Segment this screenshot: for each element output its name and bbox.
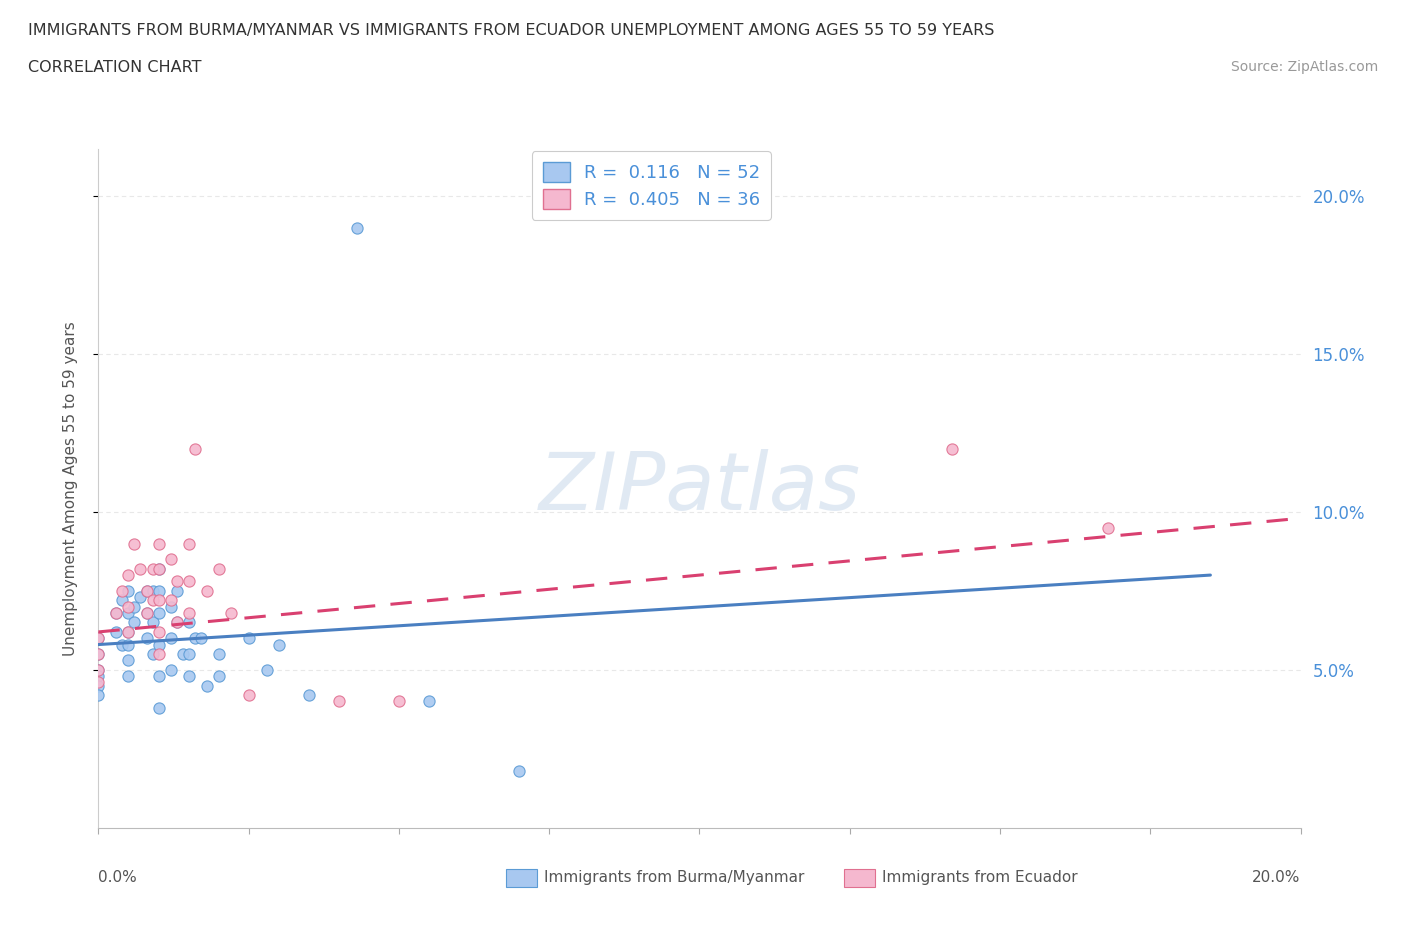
Point <box>159 599 181 614</box>
Point <box>117 624 139 639</box>
Point <box>238 631 260 645</box>
Point <box>135 583 157 598</box>
Point <box>111 637 134 652</box>
Point <box>177 536 200 551</box>
Point <box>129 590 152 604</box>
Point <box>166 615 188 630</box>
Text: Immigrants from Ecuador: Immigrants from Ecuador <box>882 870 1077 885</box>
Point <box>135 583 157 598</box>
Point <box>105 605 128 620</box>
Text: 20.0%: 20.0% <box>1253 870 1301 884</box>
Point <box>238 687 260 702</box>
Point <box>346 220 368 235</box>
Point <box>141 615 163 630</box>
Point <box>219 605 242 620</box>
Point <box>328 694 350 709</box>
Point <box>208 669 231 684</box>
Point <box>111 593 134 608</box>
Point <box>148 700 170 715</box>
Point <box>177 574 200 589</box>
Point <box>177 646 200 661</box>
Point <box>418 694 440 709</box>
Text: CORRELATION CHART: CORRELATION CHART <box>28 60 201 75</box>
Point <box>1097 520 1119 535</box>
Point <box>148 646 170 661</box>
Point <box>148 624 170 639</box>
Legend: R =  0.116   N = 52, R =  0.405   N = 36: R = 0.116 N = 52, R = 0.405 N = 36 <box>531 151 770 219</box>
Point <box>166 583 188 598</box>
Point <box>117 669 139 684</box>
Point <box>87 646 110 661</box>
Point <box>195 583 218 598</box>
Point <box>135 631 157 645</box>
Point <box>124 599 146 614</box>
Point <box>135 605 157 620</box>
Point <box>87 662 110 677</box>
Point <box>105 624 128 639</box>
Point <box>117 599 139 614</box>
Point <box>148 536 170 551</box>
Point <box>135 605 157 620</box>
Point <box>141 583 163 598</box>
Point <box>124 536 146 551</box>
Point <box>87 678 110 693</box>
Point <box>166 615 188 630</box>
Point <box>159 662 181 677</box>
Point <box>256 662 278 677</box>
Point <box>111 583 134 598</box>
Point <box>124 615 146 630</box>
Text: 0.0%: 0.0% <box>98 870 138 884</box>
Point <box>117 637 139 652</box>
Point <box>129 562 152 577</box>
Point <box>148 583 170 598</box>
Point <box>148 593 170 608</box>
Point <box>183 442 205 457</box>
Point <box>117 567 139 582</box>
Point <box>117 624 139 639</box>
Point <box>87 662 110 677</box>
Point <box>117 583 139 598</box>
Point <box>190 631 212 645</box>
Point <box>87 631 110 645</box>
Point <box>87 675 110 690</box>
Point <box>148 605 170 620</box>
Point <box>208 562 231 577</box>
Point <box>148 669 170 684</box>
Point <box>87 646 110 661</box>
Point <box>105 605 128 620</box>
Point <box>941 442 963 457</box>
Point <box>141 562 163 577</box>
Point <box>159 551 181 566</box>
Point <box>159 593 181 608</box>
Point <box>159 631 181 645</box>
Point <box>87 669 110 684</box>
Point <box>87 631 110 645</box>
Point <box>208 646 231 661</box>
Point <box>267 637 290 652</box>
Point <box>177 615 200 630</box>
Point <box>148 637 170 652</box>
Point <box>172 646 194 661</box>
Point <box>177 669 200 684</box>
Point <box>177 605 200 620</box>
Point <box>388 694 411 709</box>
Y-axis label: Unemployment Among Ages 55 to 59 years: Unemployment Among Ages 55 to 59 years <box>63 321 77 656</box>
Text: Immigrants from Burma/Myanmar: Immigrants from Burma/Myanmar <box>544 870 804 885</box>
Point <box>148 562 170 577</box>
Text: ZIPatlas: ZIPatlas <box>538 449 860 527</box>
Point <box>195 678 218 693</box>
Point <box>166 574 188 589</box>
Point <box>298 687 321 702</box>
Point <box>508 764 530 778</box>
Point <box>87 687 110 702</box>
Point <box>117 653 139 668</box>
Point <box>117 605 139 620</box>
Point <box>148 562 170 577</box>
Text: Source: ZipAtlas.com: Source: ZipAtlas.com <box>1230 60 1378 74</box>
Text: IMMIGRANTS FROM BURMA/MYANMAR VS IMMIGRANTS FROM ECUADOR UNEMPLOYMENT AMONG AGES: IMMIGRANTS FROM BURMA/MYANMAR VS IMMIGRA… <box>28 23 994 38</box>
Point <box>141 646 163 661</box>
Point <box>183 631 205 645</box>
Point <box>141 593 163 608</box>
